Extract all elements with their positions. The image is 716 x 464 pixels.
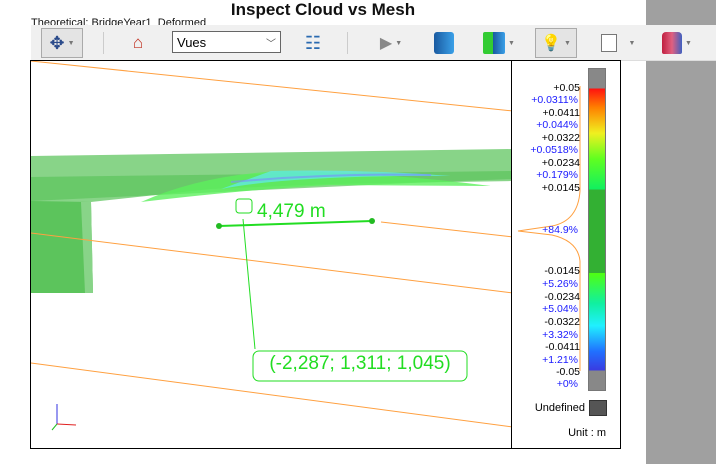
scene [31,61,511,431]
toolbar: ✥ ▼ ⌂ Vues ﹀ ☷ ▶ ▼ ▼ 💡 ▼ ▼ ▼ [31,25,716,61]
color-icon [662,32,683,54]
legend-percent-label: +0.0518% [530,144,578,156]
lighting-button[interactable]: 💡 ▼ [535,28,577,58]
legend-value-label: +0.0234 [541,157,580,169]
legend-value-label: +0.0322 [541,132,580,144]
legend-value-label: -0.0322 [544,316,580,328]
cube-color-icon [483,32,506,54]
distance-label: 4,479 m [257,201,326,222]
legend-percent-label: +0.044% [536,119,578,131]
legend-percent-label: +0.0311% [531,94,578,106]
3d-viewport[interactable]: 4,479 m (-2,287; 1,311; 1,045) [30,60,512,449]
tree-icon: ☷ [304,32,322,53]
home-icon: ⌂ [132,33,144,52]
legend-percent-label: +3.32% [542,329,578,341]
legend-value-label: +0.05 [553,82,580,94]
lamp-icon: 💡 [541,35,561,52]
play-icon: ▶ [379,35,393,52]
legend-percent-label: +84.9% [542,224,578,236]
square-icon [600,34,617,52]
report-title: Inspect Cloud vs Mesh [230,0,416,19]
note-icon [235,198,253,214]
legend-value-label: -0.0145 [544,265,580,277]
undefined-swatch [589,400,607,416]
section-lines [31,61,511,428]
background-color-button[interactable]: ▼ [597,28,639,58]
legend-percent-label: +5.04% [542,303,578,315]
legend-percent-label: +0% [556,378,578,390]
views-select-value: Vues [177,34,207,50]
report-subtitle: Theoretical: BridgeYear1_Deformed [31,17,207,26]
color-scale-bar [588,68,606,391]
undefined-label: Undefined [534,402,585,414]
chevron-down-icon: ﹀ [266,38,276,50]
navigation-button[interactable]: ✥ ▼ [41,28,83,58]
home-button[interactable]: ⌂ [127,28,149,58]
legend-value-label: -0.0411 [545,341,580,353]
legend-percent-label: +5.26% [542,278,578,290]
unit-label: Unit : m [568,427,606,439]
axis-triad-icon [51,404,77,431]
tree-button[interactable]: ☷ [301,28,325,58]
cube-button[interactable] [431,28,457,58]
legend-value-label: +0.0145 [541,182,580,194]
legend-percent-label: +0.179% [536,169,578,181]
color-map-button[interactable]: ▼ [657,28,697,58]
background-panel [646,0,716,464]
views-select[interactable]: Vues ﹀ [172,31,281,53]
play-button[interactable]: ▶ ▼ [379,35,403,52]
cube-icon [434,32,454,54]
coordinate-label-box [252,350,468,382]
histogram-curve [517,86,581,371]
legend-value-label: -0.0234 [544,291,580,303]
navigation-icon: ✥ [49,32,65,53]
mesh-side [31,201,93,293]
distance-measure [216,198,468,382]
legend-value-label: +0.0411 [542,107,580,119]
cube-color-button[interactable]: ▼ [479,28,519,58]
legend-percent-label: +1.21% [542,354,578,366]
coordinate-label: (-2,287; 1,311; 1,045) [269,353,451,374]
legend-value-label: -0.05 [556,366,580,378]
color-legend: +0.05 +0.0311% +0.0411 +0.044% +0.0322 +0.051… [511,60,621,449]
